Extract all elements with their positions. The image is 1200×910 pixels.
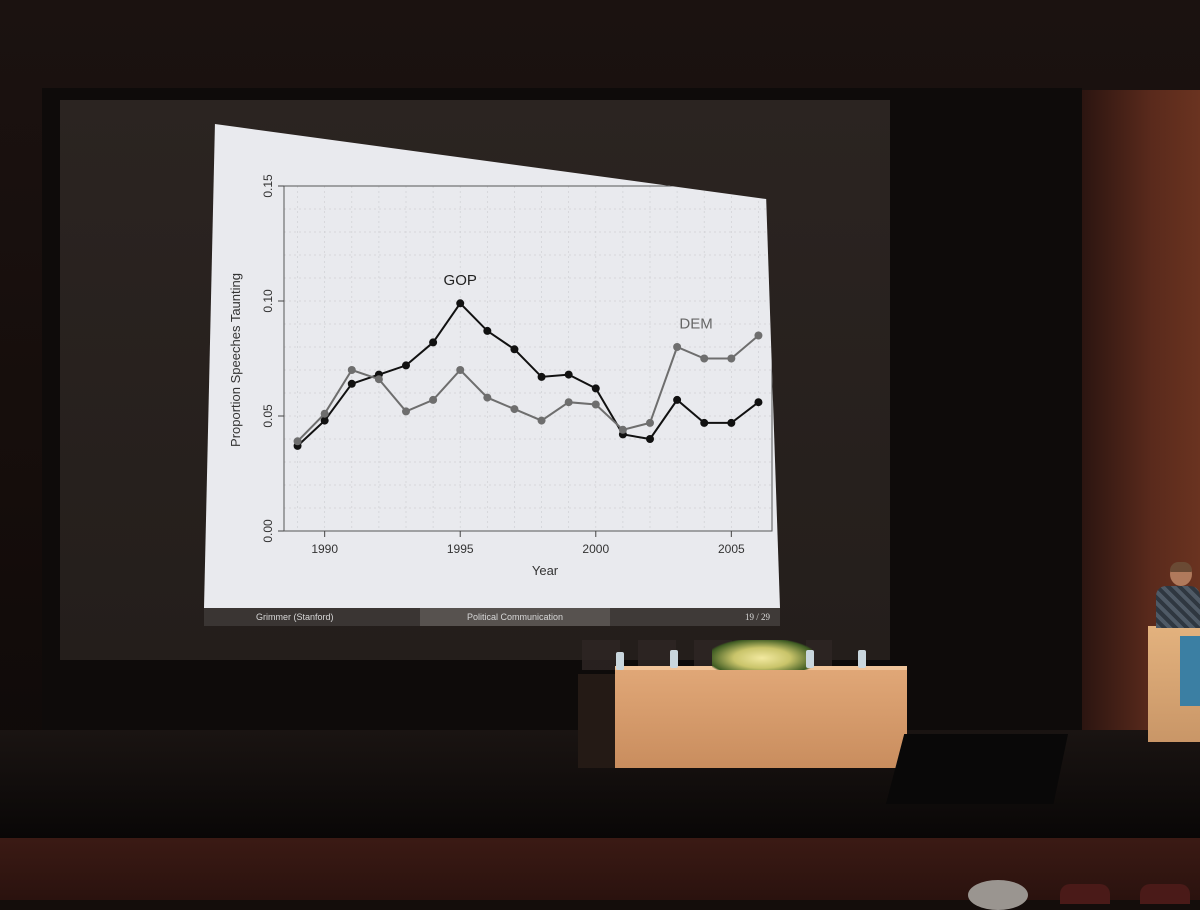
- presenter-body: [1156, 586, 1200, 628]
- y-tick-label: 0.15: [261, 174, 275, 198]
- data-point-gop: [347, 379, 356, 388]
- data-point-dem: [700, 354, 709, 363]
- data-point-dem: [537, 416, 546, 425]
- water-bottle: [858, 650, 866, 668]
- data-point-gop: [429, 338, 438, 347]
- data-point-dem: [483, 393, 492, 402]
- data-point-gop: [510, 345, 519, 354]
- data-point-gop: [564, 370, 573, 379]
- data-point-gop: [646, 435, 654, 443]
- water-bottle: [616, 652, 624, 670]
- data-point-gop: [483, 326, 492, 335]
- chart-annotations: GOP DEM: [444, 272, 713, 333]
- data-point-gop: [673, 395, 682, 404]
- chart-series: [293, 299, 763, 450]
- data-point-dem: [402, 407, 410, 416]
- projected-slide: 0.00 0.05 0.10 0.15 1990 1995 2000 2005 GOP DEM…: [204, 124, 780, 608]
- data-point-gop: [754, 398, 763, 407]
- flower-arrangement: [712, 640, 812, 670]
- y-tick-label: 0.00: [261, 519, 275, 543]
- plot-frame: [283, 185, 773, 532]
- line-chart: 0.00 0.05 0.10 0.15 1990 1995 2000 2005 GOP DEM…: [228, 174, 773, 578]
- data-point-gop: [727, 418, 736, 427]
- footer-title: Political Communication: [420, 608, 610, 626]
- chart-grid: [284, 185, 772, 532]
- data-point-dem: [564, 398, 573, 407]
- data-point-dem: [727, 354, 736, 363]
- presenter: [1156, 562, 1200, 628]
- footer-author: Grimmer (Stanford): [204, 608, 420, 626]
- series-line-dem: [296, 334, 760, 443]
- data-point-dem: [618, 425, 627, 434]
- annotation-gop: GOP: [444, 272, 477, 289]
- data-point-dem: [320, 409, 329, 418]
- audience-seat: [1140, 884, 1190, 904]
- data-point-dem: [673, 343, 682, 351]
- series-line-gop: [296, 301, 760, 447]
- data-point-dem: [591, 400, 600, 409]
- footer-page-number: 19 / 29: [610, 608, 780, 626]
- data-point-dem: [646, 418, 654, 427]
- data-point-dem: [456, 366, 465, 374]
- audience-head: [968, 880, 1028, 910]
- stage-monitor-speaker: [886, 734, 1068, 804]
- audience-seat: [1060, 884, 1110, 904]
- podium-screen: [1180, 636, 1200, 706]
- y-tick-label: 0.05: [261, 404, 275, 428]
- data-point-gop: [402, 361, 410, 370]
- y-axis-label: Proportion Speeches Taunting: [228, 273, 243, 447]
- slide-footer: Grimmer (Stanford) Political Communicati…: [204, 608, 780, 626]
- x-tick-label: 1995: [447, 542, 474, 556]
- panel-desk: [615, 666, 907, 768]
- data-point-dem: [754, 331, 763, 340]
- data-point-dem: [429, 395, 438, 404]
- data-point-dem: [293, 437, 302, 446]
- x-tick-label: 2000: [582, 542, 609, 556]
- data-point-gop: [456, 299, 465, 308]
- x-tick-label: 1990: [311, 542, 338, 556]
- x-axis-label: Year: [532, 563, 559, 578]
- data-point-gop: [591, 384, 600, 393]
- x-axis: 1990 1995 2000 2005: [311, 531, 745, 556]
- data-point-gop: [320, 416, 329, 425]
- data-point-gop: [700, 418, 709, 427]
- x-tick-label: 2005: [718, 542, 745, 556]
- desk-side: [578, 674, 618, 768]
- data-point-dem: [510, 405, 519, 414]
- data-point-dem: [347, 366, 356, 374]
- water-bottle: [670, 650, 678, 668]
- annotation-dem: DEM: [679, 316, 712, 333]
- data-point-dem: [374, 375, 383, 384]
- water-bottle: [806, 650, 814, 668]
- y-axis: 0.00 0.05 0.10 0.15: [261, 174, 284, 543]
- presenter-hair: [1170, 562, 1192, 572]
- y-tick-label: 0.10: [261, 289, 275, 313]
- data-point-gop: [537, 372, 546, 381]
